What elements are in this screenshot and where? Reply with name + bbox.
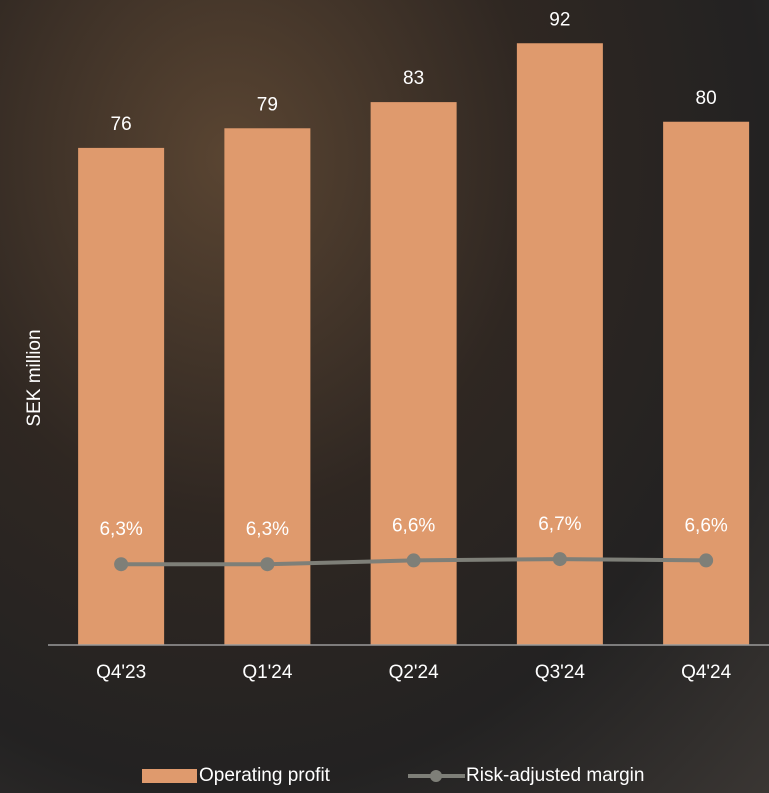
bar-value-label: 80: [696, 88, 717, 109]
legend-swatch: [430, 770, 442, 782]
line-value-label: 6,6%: [684, 515, 727, 536]
bar-value-label: 92: [549, 9, 570, 30]
line-marker: [260, 557, 275, 572]
x-tick-label: Q3'24: [535, 662, 586, 683]
line-marker: [699, 553, 714, 568]
line-value-label: 6,3%: [99, 519, 142, 540]
legend-label: Operating profit: [199, 765, 331, 786]
line-marker: [114, 557, 129, 572]
bar-value-label: 79: [257, 94, 278, 115]
x-tick-label: Q4'23: [96, 662, 146, 683]
line-marker: [552, 552, 567, 567]
legend-swatch: [142, 769, 197, 783]
bar-value-label: 83: [403, 68, 424, 89]
bar: [516, 43, 603, 646]
x-tick-label: Q2'24: [389, 662, 440, 683]
bar-value-label: 76: [111, 114, 132, 135]
legend-label: Risk-adjusted margin: [466, 765, 644, 786]
x-tick-label: Q1'24: [242, 662, 293, 683]
line-value-label: 6,6%: [392, 515, 435, 536]
x-tick-label: Q4'24: [681, 662, 732, 683]
line-value-label: 6,3%: [246, 519, 289, 540]
line-value-label: 6,7%: [538, 514, 581, 535]
line-marker: [406, 553, 421, 568]
y-axis-label: SEK million: [24, 329, 45, 426]
